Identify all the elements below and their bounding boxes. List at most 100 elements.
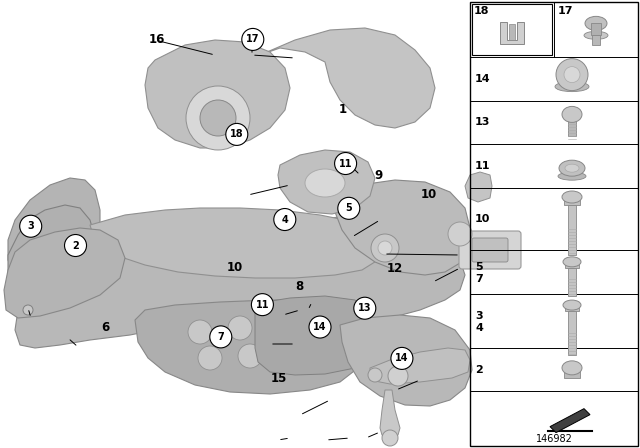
Text: 10: 10	[475, 214, 490, 224]
Polygon shape	[465, 172, 492, 202]
Circle shape	[274, 208, 296, 231]
Circle shape	[448, 222, 472, 246]
Circle shape	[200, 100, 236, 136]
Text: 146982: 146982	[536, 434, 572, 444]
Bar	[470, 2, 638, 446]
Ellipse shape	[305, 169, 345, 197]
Circle shape	[188, 320, 212, 344]
Circle shape	[226, 123, 248, 146]
Text: 5: 5	[475, 262, 483, 272]
Circle shape	[210, 326, 232, 348]
Text: 7: 7	[218, 332, 224, 342]
Text: 8: 8	[296, 280, 303, 293]
Text: 14: 14	[475, 73, 491, 84]
Circle shape	[368, 368, 382, 382]
Circle shape	[23, 305, 33, 315]
Text: 15: 15	[270, 372, 287, 385]
Text: 11: 11	[255, 300, 269, 310]
Text: 4: 4	[475, 323, 483, 333]
Text: 17: 17	[246, 34, 260, 44]
Circle shape	[382, 430, 398, 446]
Polygon shape	[380, 390, 400, 438]
Bar	[509, 24, 515, 40]
Bar	[592, 35, 600, 45]
Circle shape	[564, 67, 580, 82]
Circle shape	[242, 28, 264, 51]
Polygon shape	[260, 28, 435, 128]
Text: 2: 2	[72, 241, 79, 250]
Polygon shape	[255, 296, 368, 375]
Polygon shape	[135, 300, 372, 394]
FancyBboxPatch shape	[472, 238, 508, 262]
Circle shape	[20, 215, 42, 237]
Text: 2: 2	[475, 365, 483, 375]
Polygon shape	[15, 215, 465, 348]
Ellipse shape	[559, 160, 585, 176]
Polygon shape	[8, 205, 95, 292]
Ellipse shape	[563, 257, 581, 267]
Text: 17: 17	[558, 6, 573, 16]
Text: 9: 9	[375, 169, 383, 182]
Text: 4: 4	[282, 215, 288, 224]
Text: 11: 11	[339, 159, 353, 168]
Ellipse shape	[565, 164, 579, 172]
Polygon shape	[145, 40, 290, 148]
Circle shape	[354, 297, 376, 319]
Ellipse shape	[585, 17, 607, 30]
Polygon shape	[500, 22, 524, 44]
Bar	[568, 268, 576, 296]
Text: 10: 10	[227, 261, 243, 275]
Bar	[565, 262, 579, 268]
Bar	[472, 4, 552, 55]
Text: 18: 18	[474, 6, 490, 16]
Ellipse shape	[562, 191, 582, 203]
Ellipse shape	[584, 31, 608, 39]
Bar	[564, 197, 580, 205]
Text: 11: 11	[475, 161, 490, 171]
Circle shape	[268, 314, 292, 338]
Bar	[591, 23, 601, 35]
Text: 3: 3	[28, 221, 34, 231]
Bar	[564, 368, 580, 378]
Text: 12: 12	[387, 262, 403, 276]
Circle shape	[278, 342, 302, 366]
Text: 6: 6	[102, 320, 109, 334]
Ellipse shape	[562, 361, 582, 375]
Text: 18: 18	[230, 129, 244, 139]
Bar	[568, 205, 576, 255]
Ellipse shape	[555, 82, 589, 92]
Text: 13: 13	[358, 303, 372, 313]
Circle shape	[252, 293, 273, 316]
Polygon shape	[8, 178, 100, 285]
Circle shape	[308, 316, 332, 340]
Polygon shape	[330, 180, 470, 275]
Circle shape	[238, 344, 262, 368]
Text: 5: 5	[346, 203, 352, 213]
Circle shape	[65, 234, 86, 257]
Text: 7: 7	[475, 274, 483, 284]
Circle shape	[198, 346, 222, 370]
Polygon shape	[550, 409, 590, 433]
Ellipse shape	[562, 106, 582, 122]
Circle shape	[186, 86, 250, 150]
Text: 1: 1	[339, 103, 346, 116]
Polygon shape	[340, 315, 472, 406]
Circle shape	[378, 241, 392, 255]
Circle shape	[371, 234, 399, 262]
Circle shape	[316, 340, 340, 364]
Polygon shape	[90, 208, 382, 278]
Circle shape	[309, 316, 331, 338]
Ellipse shape	[563, 300, 581, 310]
Polygon shape	[4, 228, 125, 318]
Circle shape	[391, 347, 413, 370]
Ellipse shape	[558, 172, 586, 180]
Text: 14: 14	[313, 322, 327, 332]
FancyBboxPatch shape	[459, 231, 521, 269]
Text: 16: 16	[148, 33, 165, 46]
Text: 13: 13	[475, 117, 490, 127]
Circle shape	[388, 366, 408, 386]
Polygon shape	[278, 150, 375, 214]
Bar	[568, 114, 576, 136]
Bar	[565, 305, 579, 311]
Circle shape	[338, 197, 360, 220]
